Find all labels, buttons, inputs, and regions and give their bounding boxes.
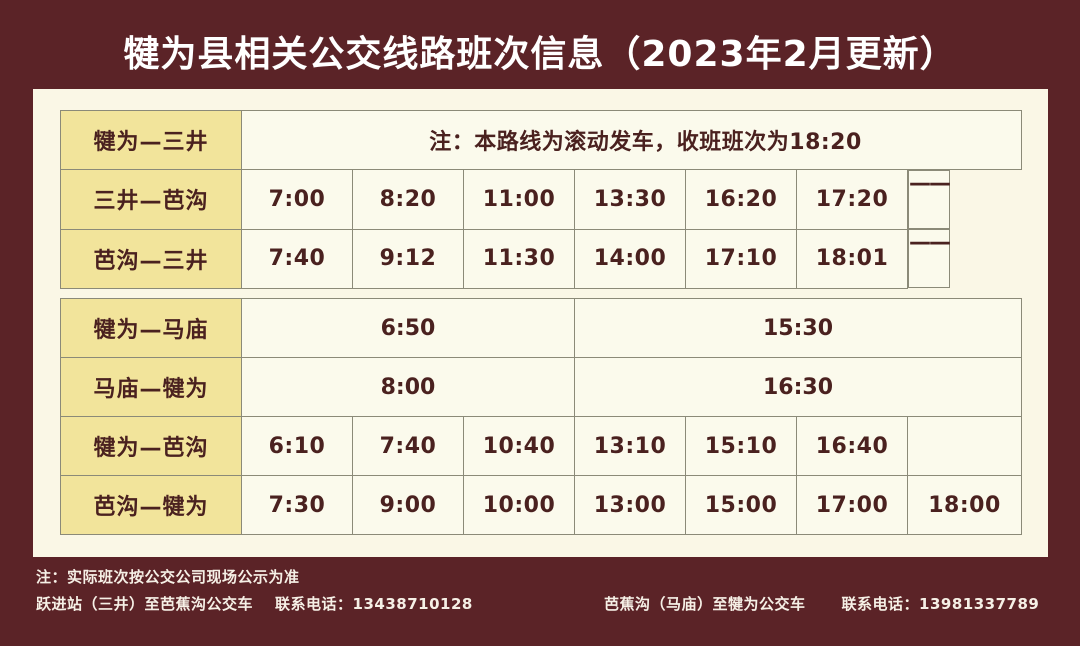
footer: 注：实际班次按公交公司现场公示为准 跃进站（三井）至芭蕉沟公交车 联系电话：13… <box>0 566 1080 646</box>
footer-left-route: 跃进站（三井）至芭蕉沟公交车 <box>36 595 254 613</box>
route-label: 马庙—犍为 <box>60 357 242 417</box>
time-cell: 6:10 <box>241 416 353 476</box>
time-cell: 13:30 <box>574 169 686 230</box>
time-cell: 15:00 <box>685 475 797 535</box>
time-cell: 10:40 <box>463 416 575 476</box>
time-cell: 7:40 <box>241 228 353 289</box>
time-cell: 14:00 <box>574 228 686 289</box>
route-label: 犍为—马庙 <box>60 298 242 358</box>
time-cell: 13:10 <box>574 416 686 476</box>
table-row: 犍为—马庙 6:50 15:30 <box>60 298 1023 358</box>
time-cell-wide: 15:30 <box>573 298 1023 358</box>
table-row: 芭沟—三井 7:40 9:12 11:30 14:00 17:10 18:01 … <box>60 228 1022 289</box>
time-cell: 16:40 <box>796 416 908 476</box>
title-bar: 犍为县相关公交线路班次信息（2023年2月更新） <box>0 22 1080 80</box>
time-cell: 11:00 <box>463 169 575 230</box>
time-cell: 9:12 <box>352 228 464 289</box>
footer-contacts: 跃进站（三井）至芭蕉沟公交车 联系电话：13438710128 芭蕉沟（马庙）至… <box>0 593 1080 619</box>
time-cell-wide: 6:50 <box>241 298 575 358</box>
time-cell: 11:30 <box>463 228 575 289</box>
time-cell: 17:10 <box>685 228 797 289</box>
schedule-table-mamiao: 犍为—马庙 6:50 15:30 马庙—犍为 8:00 16:30 犍为—芭沟 … <box>60 298 1023 535</box>
time-cell-empty <box>906 416 1023 476</box>
time-cell: 7:30 <box>241 475 353 535</box>
time-cell: 18:00 <box>906 475 1023 535</box>
time-cell: 10:00 <box>463 475 575 535</box>
time-cell-wide: 8:00 <box>241 357 575 417</box>
table-row: 犍为—芭沟 6:10 7:40 10:40 13:10 15:10 16:40 <box>60 416 1023 476</box>
time-cell: 8:20 <box>352 169 464 230</box>
table-row: 犍为—三井 注：本路线为滚动发车，收班班次为18:20 <box>60 110 1023 170</box>
table-row: 芭沟—犍为 7:30 9:00 10:00 13:00 15:00 17:00 … <box>60 475 1023 535</box>
time-cell: 9:00 <box>352 475 464 535</box>
time-cell: 17:20 <box>796 169 908 230</box>
time-cell: 7:00 <box>241 169 353 230</box>
footer-contact-left: 跃进站（三井）至芭蕉沟公交车 联系电话：13438710128 <box>36 593 473 614</box>
footer-contact-right: 芭蕉沟（马庙）至犍为公交车 联系电话：13981337789 <box>604 593 1039 614</box>
footer-left-phone: 联系电话：13438710128 <box>275 595 473 613</box>
route-label: 芭沟—犍为 <box>60 475 242 535</box>
time-cell: 15:10 <box>685 416 797 476</box>
time-cell: 13:00 <box>574 475 686 535</box>
table-row: 马庙—犍为 8:00 16:30 <box>60 357 1023 417</box>
schedule-table-sanjing: 犍为—三井 注：本路线为滚动发车，收班班次为18:20 三井—芭沟 7:00 8… <box>60 110 1023 289</box>
route-label: 三井—芭沟 <box>60 169 242 230</box>
route-note: 注：本路线为滚动发车，收班班次为18:20 <box>240 110 1023 170</box>
route-label: 犍为—三井 <box>60 110 242 170</box>
time-cell: 17:00 <box>796 475 908 535</box>
schedule-card: 犍为—三井 注：本路线为滚动发车，收班班次为18:20 三井—芭沟 7:00 8… <box>33 89 1048 557</box>
footer-right-phone: 联系电话：13981337789 <box>841 595 1040 613</box>
page-title: 犍为县相关公交线路班次信息（2023年2月更新） <box>123 34 957 75</box>
time-cell: 16:20 <box>685 169 797 230</box>
time-cell-empty: —— <box>908 170 951 229</box>
time-cell-wide: 16:30 <box>573 357 1023 417</box>
time-cell: 18:01 <box>796 228 908 289</box>
time-cell-empty: —— <box>908 229 951 288</box>
table-row: 三井—芭沟 7:00 8:20 11:00 13:30 16:20 17:20 … <box>60 169 1022 230</box>
footer-right-route: 芭蕉沟（马庙）至犍为公交车 <box>604 595 806 613</box>
footer-note: 注：实际班次按公交公司现场公示为准 <box>36 568 300 586</box>
route-label: 犍为—芭沟 <box>60 416 242 476</box>
time-cell: 7:40 <box>352 416 464 476</box>
route-label: 芭沟—三井 <box>60 228 242 289</box>
